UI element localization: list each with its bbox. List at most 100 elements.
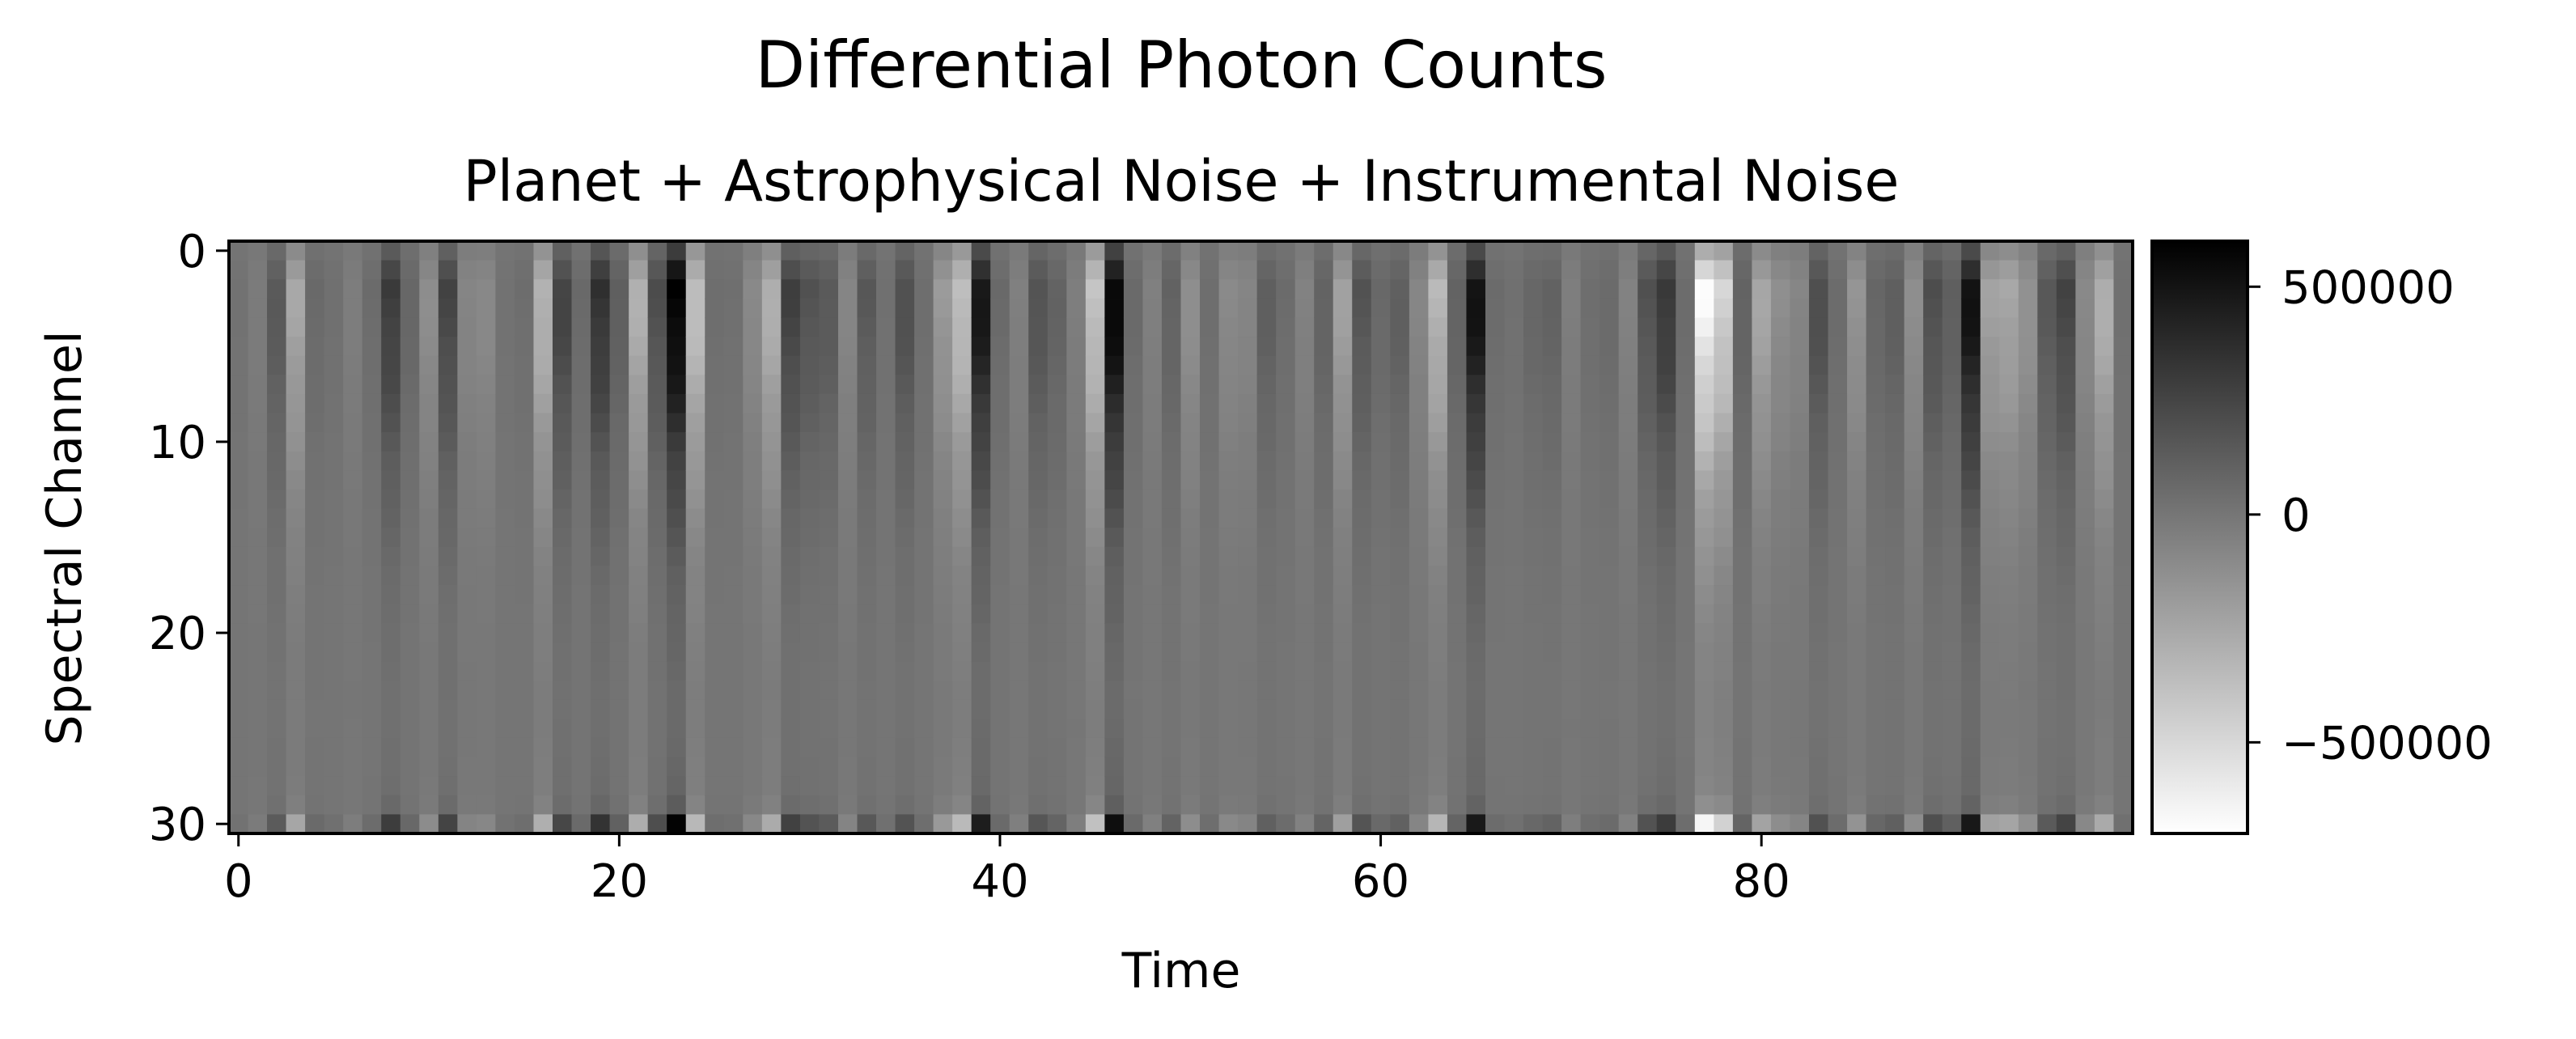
- heatmap-cell: [1638, 546, 1658, 567]
- heatmap-cell: [1599, 393, 1620, 414]
- heatmap-cell: [895, 279, 915, 299]
- heatmap-cell: [362, 375, 382, 395]
- heatmap-cell: [514, 508, 535, 528]
- heatmap-cell: [1961, 337, 1981, 357]
- heatmap-cell: [1808, 814, 1829, 834]
- heatmap-cell: [743, 489, 763, 510]
- heatmap-cell: [1314, 719, 1334, 739]
- heatmap-cell: [1028, 451, 1049, 471]
- heatmap-cell: [2075, 661, 2095, 681]
- heatmap-cell: [1790, 528, 1810, 548]
- heatmap-cell: [629, 566, 649, 586]
- heatmap-cell: [1942, 375, 1962, 395]
- heatmap-cell: [1352, 241, 1372, 261]
- heatmap-cell: [1961, 413, 1981, 433]
- heatmap-cell: [1371, 642, 1391, 663]
- heatmap-cell: [286, 528, 306, 548]
- heatmap-cell: [971, 623, 991, 643]
- heatmap-cell: [1599, 470, 1620, 490]
- heatmap-cell: [705, 795, 725, 815]
- heatmap-cell: [971, 451, 991, 471]
- heatmap-cell: [1276, 681, 1296, 701]
- heatmap-cell: [419, 508, 439, 528]
- heatmap-cell: [667, 585, 687, 605]
- heatmap-cell: [1028, 681, 1049, 701]
- heatmap-cell: [1885, 317, 1905, 337]
- heatmap-cell: [895, 317, 915, 337]
- heatmap-cell: [914, 699, 934, 719]
- heatmap-cell: [1276, 546, 1296, 567]
- heatmap-cell: [457, 508, 477, 528]
- heatmap-cell: [1808, 241, 1829, 261]
- heatmap-cell: [2018, 814, 2038, 834]
- y-tick-label: 30: [149, 799, 206, 851]
- heatmap-cell: [1352, 546, 1372, 567]
- heatmap-cell: [1714, 298, 1734, 319]
- heatmap-cell: [819, 719, 839, 739]
- heatmap-cell: [1942, 604, 1962, 624]
- heatmap-cell: [1580, 585, 1600, 605]
- heatmap-cell: [1066, 413, 1087, 433]
- heatmap-cell: [2018, 432, 2038, 452]
- heatmap-cell: [571, 260, 591, 280]
- heatmap-cell: [1009, 241, 1029, 261]
- heatmap-cell: [1942, 355, 1962, 375]
- heatmap-cell: [286, 795, 306, 815]
- heatmap-cell: [1676, 681, 1696, 701]
- heatmap-cell: [1504, 355, 1524, 375]
- heatmap-cell: [761, 451, 782, 471]
- heatmap-cell: [1085, 699, 1105, 719]
- heatmap-cell: [1066, 661, 1087, 681]
- heatmap-cell: [1790, 375, 1810, 395]
- heatmap-cell: [1790, 317, 1810, 337]
- heatmap-cell: [1028, 241, 1049, 261]
- heatmap-cell: [1676, 699, 1696, 719]
- heatmap-cell: [1276, 298, 1296, 319]
- heatmap-cell: [2075, 719, 2095, 739]
- heatmap-cell: [229, 279, 249, 299]
- heatmap-cell: [837, 393, 858, 414]
- heatmap-cell: [971, 661, 991, 681]
- heatmap-cell: [761, 814, 782, 834]
- heatmap-cell: [705, 566, 725, 586]
- heatmap-cell: [381, 337, 401, 357]
- heatmap-cell: [1732, 393, 1752, 414]
- heatmap-cell: [1942, 528, 1962, 548]
- heatmap-cell: [1294, 489, 1315, 510]
- heatmap-cell: [1599, 528, 1620, 548]
- heatmap-cell: [933, 413, 953, 433]
- heatmap-cell: [629, 642, 649, 663]
- heatmap-cell: [799, 260, 820, 280]
- heatmap-cell: [1428, 776, 1448, 796]
- heatmap-cell: [1161, 699, 1182, 719]
- heatmap-cell: [1866, 241, 1886, 261]
- heatmap-cell: [267, 470, 287, 490]
- heatmap-cell: [933, 737, 953, 758]
- heatmap-cell: [990, 623, 1010, 643]
- heatmap-cell: [1085, 585, 1105, 605]
- heatmap-cell: [343, 623, 363, 643]
- heatmap-cell: [1123, 757, 1144, 777]
- heatmap-cell: [1961, 393, 1981, 414]
- heatmap-cell: [1618, 719, 1638, 739]
- heatmap-cell: [1314, 355, 1334, 375]
- heatmap-cell: [1638, 604, 1658, 624]
- heatmap-cell: [1561, 432, 1582, 452]
- heatmap-cell: [1561, 814, 1582, 834]
- heatmap-cell: [1770, 393, 1791, 414]
- heatmap-cell: [743, 432, 763, 452]
- heatmap-cell: [457, 737, 477, 758]
- heatmap-cell: [1580, 776, 1600, 796]
- heatmap-cell: [743, 642, 763, 663]
- heatmap-cell: [1047, 546, 1067, 567]
- heatmap-cell: [571, 375, 591, 395]
- heatmap-cell: [1999, 737, 2019, 758]
- heatmap-cell: [1714, 699, 1734, 719]
- heatmap-cell: [895, 776, 915, 796]
- heatmap-cell: [1085, 451, 1105, 471]
- heatmap-cell: [1466, 661, 1486, 681]
- heatmap-cell: [1694, 585, 1714, 605]
- heatmap-cell: [1770, 413, 1791, 433]
- heatmap-cell: [723, 508, 744, 528]
- heatmap-cell: [286, 260, 306, 280]
